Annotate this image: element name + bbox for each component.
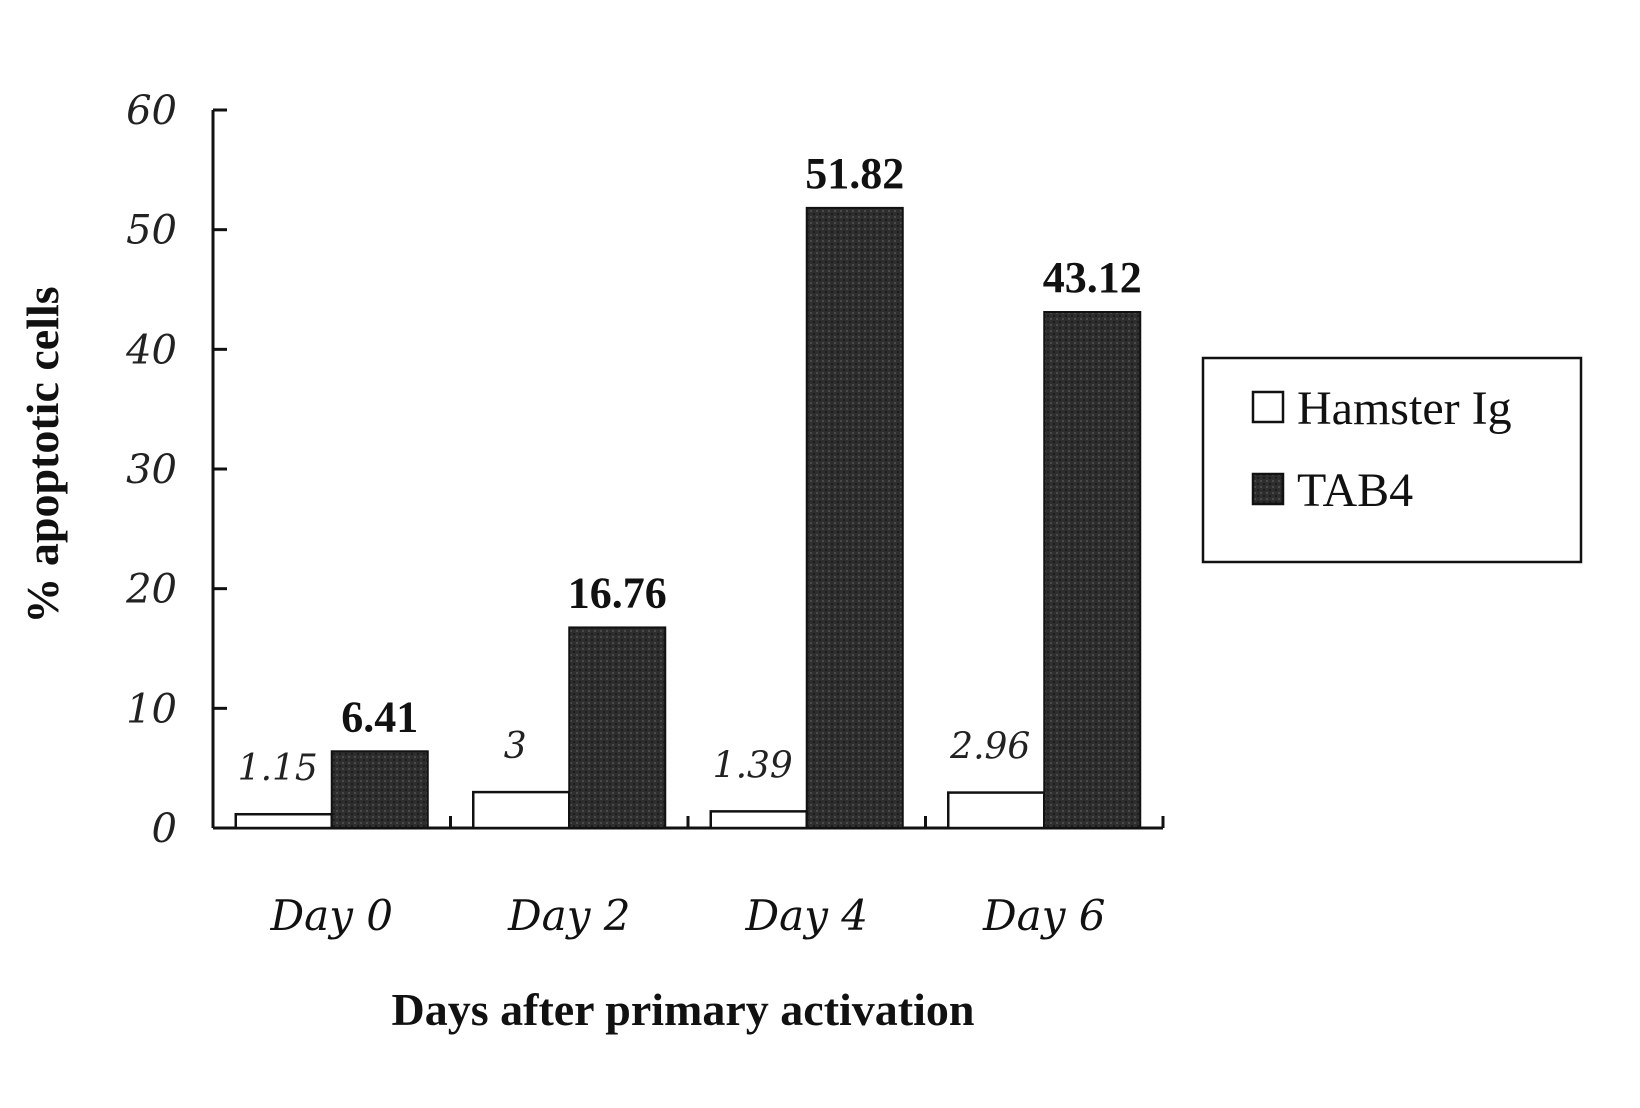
bar-hamster-ig: [473, 792, 569, 828]
y-tick-label: 40: [125, 327, 177, 373]
data-label-tab4: 6.41: [341, 692, 418, 741]
bar-hamster-ig: [236, 814, 332, 828]
bar-hamster-ig: [711, 811, 807, 828]
bar-tab4: [569, 627, 665, 828]
y-axis-title: % apoptotic cells: [17, 286, 68, 623]
x-tick-label: Day 0: [269, 891, 393, 940]
x-tick-label: Day 4: [744, 891, 868, 940]
data-label-hamster-ig: 1.39: [713, 745, 793, 786]
x-tick-label: Day 6: [982, 891, 1106, 940]
data-label-hamster-ig: 1.15: [238, 748, 318, 789]
y-tick-label: 50: [126, 208, 177, 254]
bar-tab4: [332, 751, 428, 828]
bar-tab4: [1044, 312, 1140, 828]
data-label-tab4: 16.76: [568, 568, 667, 617]
x-tick-label: Day 2: [507, 891, 631, 940]
legend-label-hamster-ig: Hamster Ig: [1297, 382, 1512, 435]
y-tick-label: 60: [126, 88, 177, 134]
bar-tab4: [807, 208, 903, 828]
data-label-tab4: 51.82: [805, 149, 904, 198]
legend-label-tab4: TAB4: [1297, 464, 1413, 517]
data-label-tab4: 43.12: [1043, 253, 1142, 302]
data-label-hamster-ig: 3: [504, 726, 527, 767]
legend-swatch-tab4: [1253, 474, 1283, 504]
bar-hamster-ig: [948, 793, 1044, 828]
legend-swatch-hamster-ig: [1253, 392, 1283, 422]
y-tick-label: 30: [126, 447, 177, 493]
x-axis-title: Days after primary activation: [392, 984, 975, 1035]
data-label-hamster-ig: 2.96: [949, 727, 1030, 768]
y-tick-label: 20: [125, 567, 177, 613]
legend: Hamster Ig TAB4: [1203, 358, 1581, 562]
y-tick-label: 10: [126, 686, 177, 732]
plot-area: 0 10 20 30 40 50 60 Day 0 Day 2 Day 4 Day 6 1.15 6.4…: [125, 88, 1163, 940]
y-tick-label: 0: [152, 806, 177, 852]
